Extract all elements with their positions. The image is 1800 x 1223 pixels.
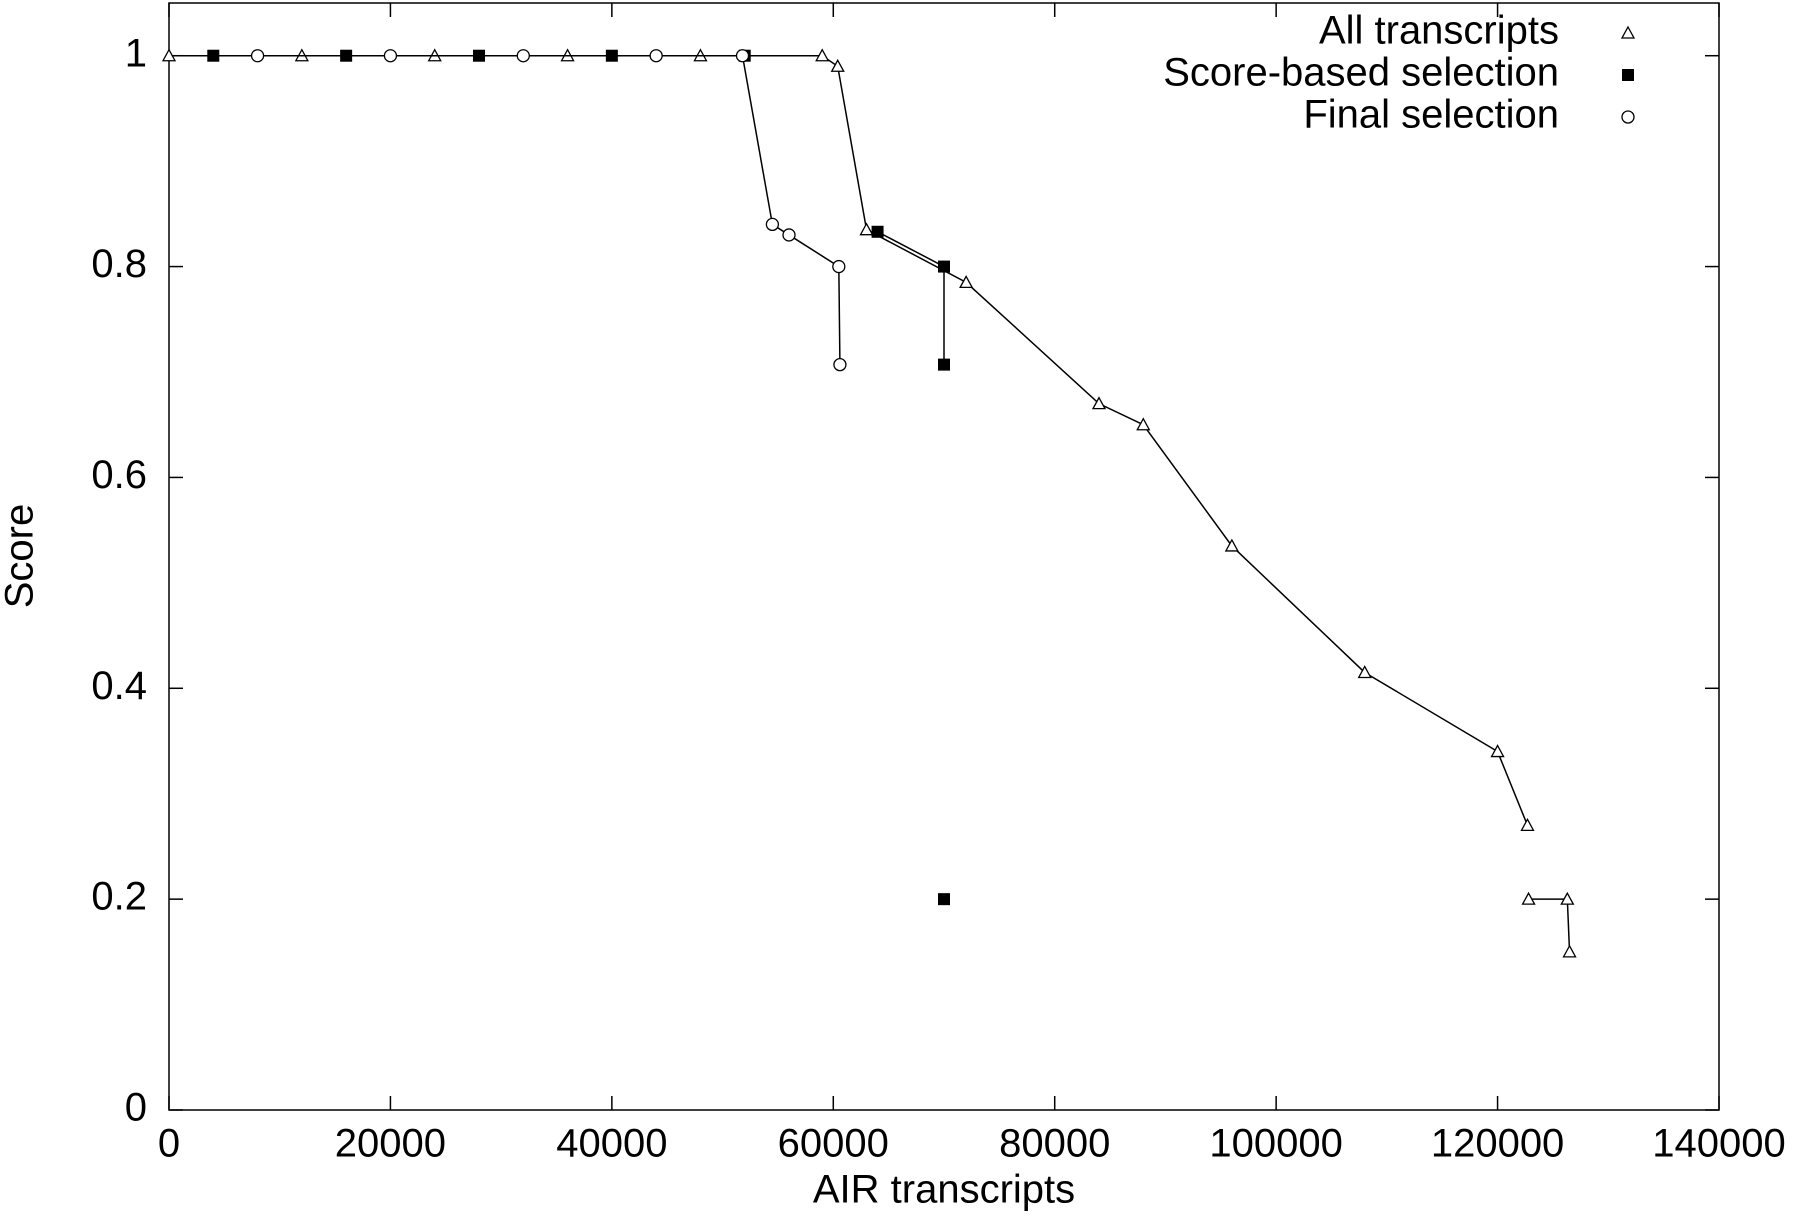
data-point xyxy=(1136,417,1151,431)
y-tick-label: 0 xyxy=(125,1086,147,1130)
x-axis-label: AIR transcripts xyxy=(813,1168,1075,1212)
data-point xyxy=(782,228,796,242)
data-point xyxy=(1224,538,1239,552)
series-line xyxy=(257,54,841,365)
x-tick-label: 140000 xyxy=(1652,1122,1785,1166)
y-axis-label: Score xyxy=(0,504,42,609)
data-point xyxy=(938,260,950,273)
y-tick-label: 0.6 xyxy=(91,453,147,497)
plot-frame xyxy=(168,2,1720,1111)
y-tick-label: 0.2 xyxy=(91,875,147,919)
data-point xyxy=(1490,744,1505,758)
y-tick-label: 1 xyxy=(125,31,147,75)
x-tick-label: 60000 xyxy=(778,1122,889,1166)
data-point xyxy=(830,58,845,72)
data-point xyxy=(938,893,950,906)
data-point xyxy=(815,48,830,62)
data-point xyxy=(649,49,663,63)
data-point xyxy=(833,357,847,372)
data-point xyxy=(207,49,220,62)
x-tick-label: 80000 xyxy=(999,1122,1110,1166)
legend-marker xyxy=(1621,110,1635,124)
legend-marker xyxy=(1620,25,1636,39)
x-tick-label: 20000 xyxy=(335,1122,446,1166)
data-point xyxy=(832,259,846,274)
legend-label: Final selection xyxy=(1303,93,1559,137)
legend-label: Score-based selection xyxy=(1163,51,1559,95)
x-tick-label: 100000 xyxy=(1209,1122,1342,1166)
data-point xyxy=(161,48,177,62)
data-point xyxy=(1091,396,1107,410)
x-tick-label: 120000 xyxy=(1431,1122,1564,1166)
data-point xyxy=(516,49,530,63)
y-tick-label: 0.4 xyxy=(91,664,147,708)
data-point xyxy=(1560,891,1575,905)
data-point xyxy=(383,49,398,63)
data-point xyxy=(959,275,974,289)
x-tick-label: 40000 xyxy=(556,1122,667,1166)
data-point xyxy=(1562,944,1577,958)
data-point xyxy=(765,217,780,232)
data-point xyxy=(1521,891,1536,905)
y-tick-label: 0.8 xyxy=(91,242,147,286)
legend-label: All transcripts xyxy=(1319,9,1559,53)
data-point xyxy=(859,222,874,236)
x-tick-label: 0 xyxy=(158,1122,180,1166)
series-line xyxy=(213,56,944,899)
data-point xyxy=(250,49,265,63)
data-point xyxy=(1520,817,1535,831)
data-point xyxy=(871,225,884,238)
legend-marker xyxy=(1622,69,1634,81)
data-point xyxy=(1357,665,1372,679)
data-point xyxy=(735,49,750,63)
series-line xyxy=(169,54,1571,952)
data-point xyxy=(938,358,950,371)
